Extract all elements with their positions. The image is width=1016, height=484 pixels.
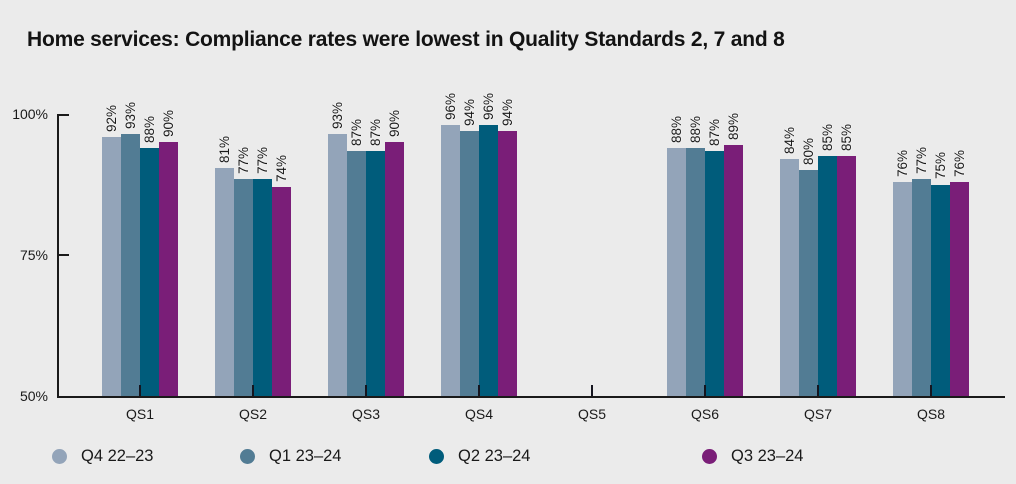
bar-value-label: 77% <box>254 146 270 174</box>
bar-value-label: 94% <box>461 98 477 126</box>
x-axis-label-qs2: QS2 <box>238 406 268 422</box>
bar-qs1-3 <box>140 147 159 396</box>
bar-qs7-3 <box>818 156 837 396</box>
bar-qs6-3 <box>705 150 724 396</box>
bar-qs4-4 <box>498 130 517 396</box>
x-axis-tick <box>365 385 367 396</box>
y-axis-tick-label: 100% <box>12 106 48 122</box>
bar-value-label: 87% <box>367 118 383 146</box>
bar-value-label: 96% <box>480 93 496 121</box>
bar-qs2-4 <box>272 187 291 396</box>
legend-label: Q1 23–24 <box>269 446 342 465</box>
bar-value-label: 87% <box>348 118 364 146</box>
x-axis-tick <box>704 385 706 396</box>
bar-value-label: 77% <box>235 146 251 174</box>
bar-qs8-4 <box>950 181 969 396</box>
legend-swatch-icon <box>429 448 444 464</box>
bar-value-label: 90% <box>386 110 402 138</box>
x-axis-label-qs6: QS6 <box>690 406 720 422</box>
x-axis-tick <box>817 385 819 396</box>
bar-qs3-3 <box>366 150 385 396</box>
bar-qs6-1 <box>667 147 686 396</box>
bar-value-label: 94% <box>499 98 515 126</box>
bar-qs2-3 <box>253 178 272 396</box>
x-axis-tick <box>478 385 480 396</box>
legend-item-4: Q3 23–24 <box>702 447 803 465</box>
bar-value-label: 90% <box>160 110 176 138</box>
x-axis-label-qs7: QS7 <box>803 406 833 422</box>
x-axis-label-qs5: QS5 <box>577 406 607 422</box>
bar-qs4-1 <box>441 125 460 396</box>
bar-value-label: 92% <box>103 104 119 132</box>
bar-qs1-1 <box>102 136 121 396</box>
bar-qs3-1 <box>328 133 347 396</box>
bar-qs7-2 <box>799 170 818 396</box>
bar-qs3-4 <box>385 142 404 396</box>
bar-qs1-2 <box>121 133 140 396</box>
bar-qs1-4 <box>159 142 178 396</box>
bar-value-label: 88% <box>141 115 157 143</box>
bar-value-label: 96% <box>442 93 458 121</box>
legend-item-3: Q2 23–24 <box>429 447 530 465</box>
bar-qs3-2 <box>347 150 366 396</box>
bar-value-label: 89% <box>725 113 741 141</box>
bar-value-label: 93% <box>329 101 345 129</box>
bar-qs2-2 <box>234 178 253 396</box>
chart-title: Home services: Compliance rates were low… <box>27 28 785 51</box>
legend-swatch-icon <box>702 448 717 464</box>
legend-item-2: Q1 23–24 <box>240 447 341 465</box>
legend-item-1: Q4 22–23 <box>52 447 153 465</box>
plot-area: 92% 93% 88% 90% QS1 81% 77% 77% 74% QS2 93% 87% 87% 9… <box>57 93 1005 422</box>
bar-value-label: 81% <box>216 135 232 163</box>
bar-value-label: 85% <box>819 124 835 152</box>
y-axis-tick <box>59 114 69 116</box>
bar-value-label: 74% <box>273 155 289 183</box>
bar-qs8-1 <box>893 181 912 396</box>
bar-value-label: 85% <box>838 124 854 152</box>
legend-label: Q2 23–24 <box>458 446 531 465</box>
bar-qs4-2 <box>460 130 479 396</box>
legend-swatch-icon <box>240 448 255 464</box>
bar-value-label: 84% <box>781 127 797 155</box>
bar-qs8-3 <box>931 184 950 396</box>
bar-value-label: 76% <box>894 149 910 177</box>
bar-qs4-3 <box>479 125 498 396</box>
bar-qs6-4 <box>724 145 743 396</box>
x-axis-tick <box>591 385 593 396</box>
bar-value-label: 88% <box>687 115 703 143</box>
x-axis-tick <box>139 385 141 396</box>
bar-value-label: 76% <box>951 149 967 177</box>
bar-value-label: 77% <box>913 146 929 174</box>
legend-swatch-icon <box>52 448 67 464</box>
x-axis-tick <box>930 385 932 396</box>
y-axis-tick-label: 50% <box>19 388 48 404</box>
y-axis-tick <box>59 254 69 256</box>
bar-qs2-1 <box>215 167 234 396</box>
legend-label: Q4 22–23 <box>81 446 154 465</box>
x-axis-label-qs1: QS1 <box>125 406 155 422</box>
x-axis-label-qs8: QS8 <box>916 406 946 422</box>
legend-label: Q3 23–24 <box>731 446 804 465</box>
bar-qs8-2 <box>912 178 931 396</box>
bar-value-label: 88% <box>668 115 684 143</box>
bar-value-label: 87% <box>706 118 722 146</box>
x-axis-tick <box>252 385 254 396</box>
y-axis-tick-label: 75% <box>19 247 48 263</box>
bar-value-label: 75% <box>932 152 948 180</box>
bar-qs6-2 <box>686 147 705 396</box>
x-axis-label-qs4: QS4 <box>464 406 494 422</box>
x-axis-label-qs3: QS3 <box>351 406 381 422</box>
bar-qs7-1 <box>780 159 799 396</box>
bar-value-label: 80% <box>800 138 816 166</box>
bar-value-label: 93% <box>122 101 138 129</box>
bar-qs7-4 <box>837 156 856 396</box>
